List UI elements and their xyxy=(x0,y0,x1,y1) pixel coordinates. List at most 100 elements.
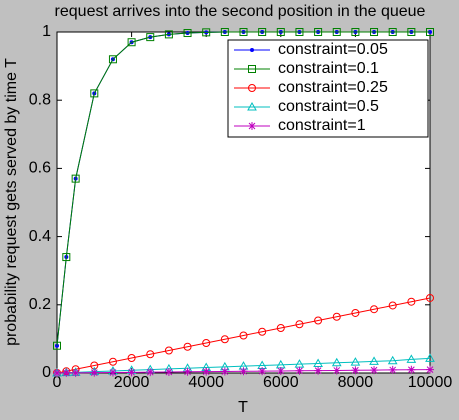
marker xyxy=(239,367,248,376)
y-tick-label: 1 xyxy=(42,23,51,40)
y-tick-label: 0.4 xyxy=(29,228,51,245)
marker xyxy=(313,358,323,367)
marker xyxy=(351,366,360,375)
marker xyxy=(276,323,285,332)
marker xyxy=(127,38,136,47)
marker xyxy=(351,308,360,317)
marker xyxy=(351,28,360,36)
y-tick-label: 0 xyxy=(42,364,51,381)
x-tick-label: 4000 xyxy=(188,374,224,391)
marker xyxy=(90,89,99,98)
marker xyxy=(314,28,323,36)
marker xyxy=(164,346,173,355)
legend-marker xyxy=(248,122,256,130)
marker xyxy=(239,331,248,340)
y-tick-label: 0.6 xyxy=(29,160,51,177)
marker xyxy=(407,365,416,374)
x-tick-label: 6000 xyxy=(263,374,299,391)
marker xyxy=(350,357,361,366)
series-line xyxy=(56,369,431,374)
marker xyxy=(220,367,229,376)
marker xyxy=(407,28,416,36)
marker xyxy=(183,367,192,376)
marker xyxy=(387,355,398,365)
marker xyxy=(71,368,80,377)
marker xyxy=(90,368,99,377)
marker xyxy=(426,365,434,374)
marker xyxy=(370,366,379,375)
x-tick-label: 10000 xyxy=(408,374,453,391)
marker xyxy=(314,316,323,325)
x-axis-label: T xyxy=(238,399,248,416)
y-axis-label: probability request gets served by time … xyxy=(3,58,20,346)
marker xyxy=(388,28,397,36)
legend-label: constraint=0.5 xyxy=(278,98,379,115)
legend-marker xyxy=(250,48,254,52)
marker xyxy=(164,367,173,376)
marker xyxy=(202,367,211,376)
marker xyxy=(146,368,155,377)
marker xyxy=(127,353,136,362)
marker xyxy=(71,174,80,183)
marker xyxy=(332,312,341,321)
marker xyxy=(202,338,211,347)
legend-label: constraint=0.05 xyxy=(278,41,388,58)
marker xyxy=(332,28,341,36)
legend-label: constraint=0.25 xyxy=(278,79,388,96)
marker xyxy=(370,28,379,36)
y-tick-label: 0.8 xyxy=(29,91,51,108)
marker xyxy=(426,28,434,36)
marker xyxy=(388,301,397,310)
marker xyxy=(258,28,267,36)
x-tick-label: 0 xyxy=(53,374,62,391)
marker xyxy=(53,369,61,377)
marker xyxy=(426,293,434,302)
marker xyxy=(183,342,192,351)
marker xyxy=(202,28,211,37)
marker xyxy=(388,365,397,374)
marker xyxy=(239,28,248,36)
x-tick-label: 8000 xyxy=(338,374,374,391)
marker xyxy=(62,368,71,377)
marker xyxy=(406,354,417,363)
marker xyxy=(295,366,304,375)
marker xyxy=(370,305,379,314)
legend-label: constraint=0.1 xyxy=(278,60,379,77)
marker xyxy=(108,55,117,64)
marker xyxy=(164,30,173,39)
marker xyxy=(276,366,285,375)
marker xyxy=(369,356,379,365)
y-tick-label: 0.2 xyxy=(29,296,51,313)
x-tick-label: 2000 xyxy=(114,374,150,391)
marker xyxy=(332,366,341,375)
marker xyxy=(146,33,155,42)
series-line xyxy=(56,357,431,374)
chart-title: request arrives into the second position… xyxy=(55,3,426,20)
marker xyxy=(407,297,416,306)
marker xyxy=(295,320,304,329)
marker xyxy=(62,253,71,262)
marker xyxy=(220,335,229,344)
marker xyxy=(183,29,192,38)
series-line xyxy=(56,31,430,346)
marker xyxy=(258,367,267,376)
marker xyxy=(425,353,435,362)
marker xyxy=(108,368,117,377)
legend-marker xyxy=(248,84,256,92)
marker xyxy=(146,350,155,359)
marker xyxy=(220,28,229,36)
marker xyxy=(53,341,61,350)
marker xyxy=(295,28,304,36)
legend-marker xyxy=(248,65,256,73)
marker xyxy=(127,368,136,377)
marker xyxy=(331,357,342,367)
legend-label: constraint=1 xyxy=(278,117,366,134)
marker xyxy=(258,327,267,336)
marker xyxy=(314,366,323,375)
marker xyxy=(276,28,285,36)
series-line xyxy=(56,297,431,374)
marker xyxy=(108,357,117,366)
legend-marker xyxy=(247,101,257,111)
